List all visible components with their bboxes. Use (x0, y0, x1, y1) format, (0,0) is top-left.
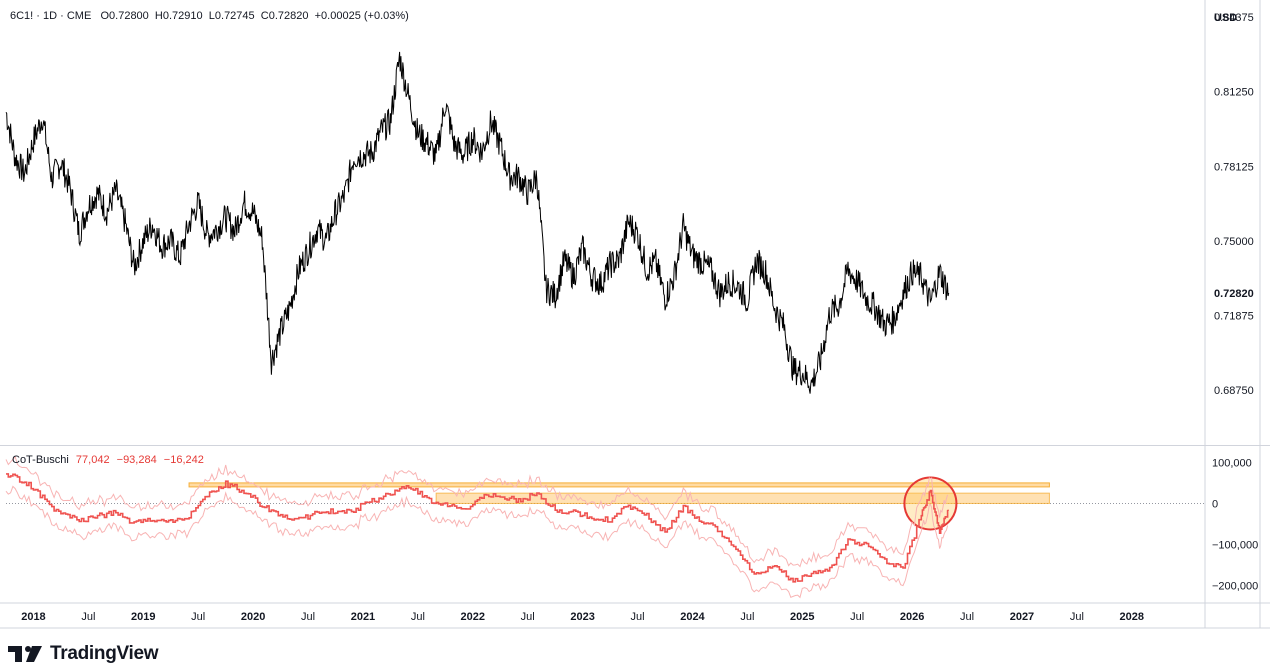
time-tick-label: 2028 (1120, 611, 1144, 623)
price-tick-label: 0.68750 (1214, 385, 1254, 397)
time-tick-label: 2023 (570, 611, 594, 623)
price-tick-label: 0.75000 (1214, 236, 1254, 248)
high-value: 0.72910 (162, 10, 203, 22)
time-tick-label: Jul (631, 611, 645, 623)
time-tick-label: 2021 (351, 611, 375, 623)
time-tick-label: Jul (521, 611, 535, 623)
time-tick-label: 2025 (790, 611, 814, 623)
high-label: H (154, 10, 163, 22)
time-tick-label: Jul (301, 611, 315, 623)
cot-tick-label: −100,000 (1212, 540, 1258, 552)
time-tick-label: 2018 (21, 611, 45, 623)
tradingview-logo[interactable]: TradingView (8, 643, 159, 665)
tradingview-logo-icon (8, 646, 42, 662)
price-line (5, 51, 950, 394)
cot-tick-label: 0 (1212, 498, 1218, 510)
currency-label[interactable]: USD (1214, 12, 1238, 24)
cot-tick-label: −200,000 (1212, 581, 1258, 593)
close-value: 0.72820 (268, 10, 309, 22)
price-tick-label: 0.84375 (1214, 12, 1254, 24)
indicator-value-1: 77,042 (75, 454, 110, 466)
zone-upper-band (188, 482, 1050, 488)
change-value: +0.00025 (+0.03%) (314, 10, 409, 22)
time-tick-label: 2026 (900, 611, 924, 623)
zone-lower-band (435, 492, 1050, 504)
highlight-circle (903, 476, 958, 531)
time-tick-label: 2020 (241, 611, 265, 623)
time-tick-label: Jul (740, 611, 754, 623)
time-tick-label: Jul (850, 611, 864, 623)
symbol-label[interactable]: 6C1! · 1D · CME (10, 10, 92, 22)
indicator-name[interactable]: CoT-Buschi (12, 454, 69, 466)
indicator-header: CoT-Buschi 77,042 −93,284 −16,242 (12, 454, 204, 466)
price-series (5, 51, 950, 394)
time-tick-label: Jul (411, 611, 425, 623)
low-value: 0.72745 (214, 10, 255, 22)
price-tick-label: 0.81250 (1214, 87, 1254, 99)
axes: 0.84375 0.81250 0.78125 0.75000 0.71875 0.687… (21, 12, 1258, 623)
brand-text: TradingView (50, 643, 159, 664)
open-label: O (100, 10, 110, 22)
time-tick-label: Jul (81, 611, 95, 623)
highlight-zone (188, 476, 1050, 531)
chart-frame (0, 0, 1270, 629)
time-tick-label: 2019 (131, 611, 155, 623)
cot-line (6, 473, 950, 583)
cot-lower-band (5, 485, 949, 599)
indicator-value-3: −16,242 (163, 454, 204, 466)
time-tick-label: 2027 (1010, 611, 1034, 623)
time-tick-label: Jul (191, 611, 205, 623)
price-tick-label: 0.78125 (1214, 161, 1254, 173)
time-tick-label: Jul (960, 611, 974, 623)
low-label: L (208, 10, 215, 22)
close-label: C (260, 10, 269, 22)
last-price-label: 0.72820 (1214, 288, 1254, 300)
time-tick-label: 2024 (680, 611, 705, 623)
legend-header: 6C1! · 1D · CME O0.72800 H0.72910 L0.727… (10, 10, 409, 22)
cot-series (5, 455, 950, 599)
time-tick-label: Jul (1070, 611, 1084, 623)
price-tick-label: 0.71875 (1214, 311, 1254, 323)
open-value: 0.72800 (109, 10, 149, 22)
time-tick-label: 2022 (461, 611, 485, 623)
cot-tick-label: 100,000 (1212, 457, 1252, 469)
indicator-value-2: −93,284 (116, 454, 157, 466)
cot-upper-band (5, 455, 949, 568)
